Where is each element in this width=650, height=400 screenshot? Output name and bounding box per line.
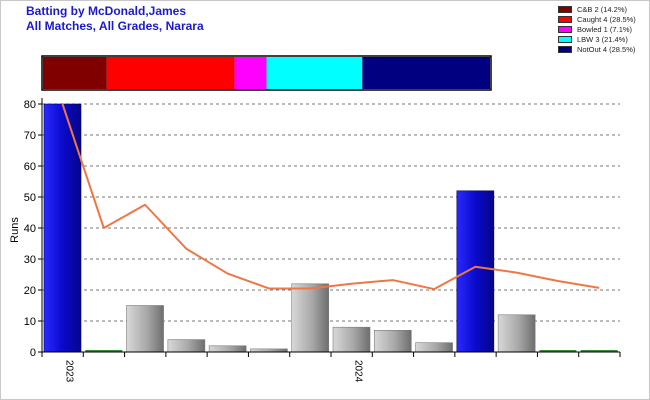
legend-label-lbw: LBW 3 (21.4%) (577, 35, 628, 44)
bar-out (167, 339, 206, 353)
bar-out (291, 283, 330, 353)
bar-not-out (43, 103, 82, 353)
bar-out (332, 326, 371, 353)
legend-swatch-cb (558, 6, 572, 13)
dismissal-segment-caught (106, 57, 235, 89)
x-tick-label: 2024 (353, 360, 364, 383)
bar-out (415, 342, 453, 353)
y-tick-label: 50 (24, 192, 36, 204)
bar-out (373, 329, 412, 353)
y-tick-label: 80 (24, 99, 36, 111)
legend-label-notout: NotOut 4 (28.5%) (577, 45, 636, 54)
dismissal-segment-lbw (266, 57, 363, 89)
y-tick-label: 0 (30, 347, 36, 359)
legend-label-bowled: Bowled 1 (7.1%) (577, 25, 633, 34)
y-tick-label: 70 (24, 130, 36, 142)
legend-swatch-bowled (558, 26, 572, 33)
x-tick-labels: 2023 2024 (64, 360, 364, 383)
dismissal-breakdown-bar (41, 55, 492, 91)
legend-label-cb: C&B 2 (14.2%) (577, 5, 628, 14)
legend-swatch-notout (558, 46, 572, 53)
chart-title: Batting by McDonald,James (26, 4, 187, 18)
y-tick-label: 30 (24, 254, 36, 266)
bar-series (43, 103, 618, 353)
bar-out (208, 345, 247, 353)
average-line (61, 103, 600, 291)
chart-subtitle: All Matches, All Grades, Narara (26, 19, 204, 33)
x-tick-label: 2023 (64, 360, 75, 383)
y-tick-label: 60 (24, 161, 36, 173)
y-tick-label: 10 (24, 316, 36, 328)
dismissal-bar-frame (41, 55, 492, 91)
dismissal-segment-bowled (234, 57, 267, 89)
legend-swatch-lbw (558, 36, 572, 43)
legend-label-caught: Caught 4 (28.5%) (577, 15, 636, 24)
y-tick-label: 40 (24, 223, 36, 235)
axes (41, 98, 621, 357)
legend-swatch-caught (558, 16, 572, 23)
y-tick-label: 20 (24, 285, 36, 297)
dismissal-segment-cb (43, 57, 107, 89)
average-line-series (61, 103, 600, 291)
bar-out (126, 305, 164, 353)
bar-duck (580, 350, 618, 352)
y-tick-labels: 0 10 20 30 40 50 60 70 80 (24, 99, 36, 359)
bar-out (497, 314, 536, 353)
bar-not-out (456, 190, 495, 353)
y-axis-label: Runs (9, 217, 21, 243)
bar-duck (539, 350, 577, 352)
dismissal-segment-notout (362, 57, 490, 89)
bar-duck (85, 350, 123, 352)
